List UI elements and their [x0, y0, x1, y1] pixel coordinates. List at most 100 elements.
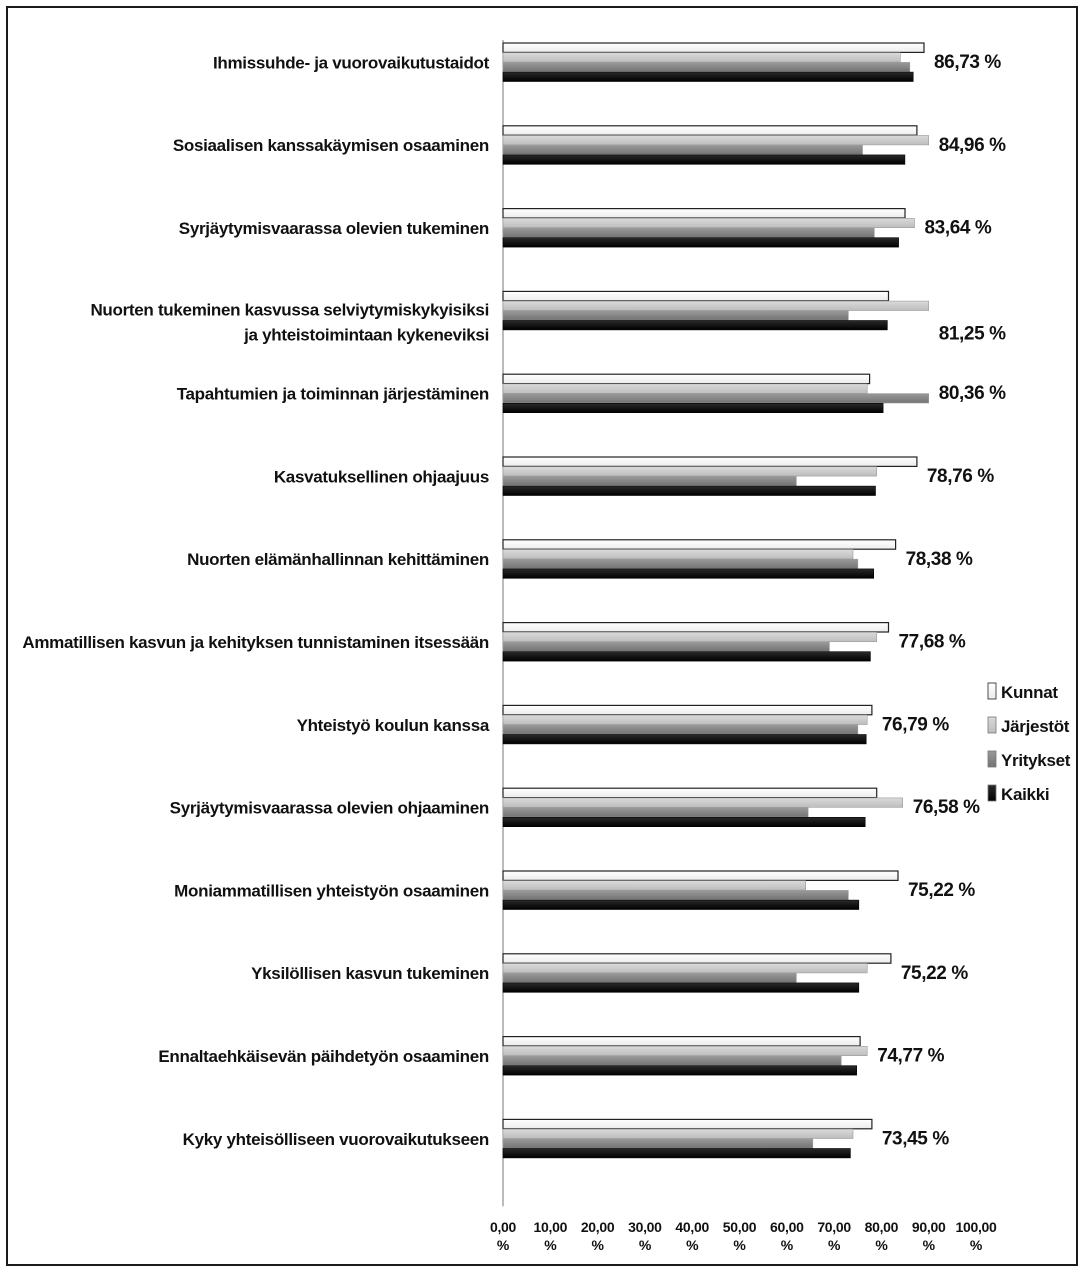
x-tick-value: 80,00 — [865, 1219, 899, 1235]
x-tick-unit: % — [733, 1237, 746, 1253]
bar-kaikki-11 — [502, 982, 860, 993]
category-label: Syrjäytymisvaarassa olevien tukeminen — [179, 219, 489, 238]
bar-kaikki-7 — [502, 651, 871, 662]
legend-label-kunnat: Kunnat — [1001, 683, 1058, 702]
x-tick-label: 30,00% — [628, 1219, 662, 1253]
x-tick-label: 60,00% — [770, 1219, 804, 1253]
x-tick-value: 60,00 — [770, 1219, 804, 1235]
data-label: 78,76 % — [927, 466, 994, 487]
x-tick-unit: % — [592, 1237, 605, 1253]
x-tick-unit: % — [875, 1237, 888, 1253]
category-label: Tapahtumien ja toiminnan järjestäminen — [177, 385, 489, 404]
x-tick-unit: % — [639, 1237, 652, 1253]
x-tick-value: 50,00 — [723, 1219, 757, 1235]
x-tick-label: 90,00% — [912, 1219, 946, 1253]
category-label: Yksilöllisen kasvun tukeminen — [251, 964, 489, 983]
bar-yritykset-9 — [502, 807, 809, 818]
legend-label-kaikki: Kaikki — [1001, 785, 1049, 804]
data-label: 83,64 % — [925, 218, 992, 239]
bar-kunnat-0 — [502, 42, 925, 53]
data-label: 76,79 % — [882, 714, 949, 735]
data-label: 75,22 % — [908, 880, 975, 901]
category-label-line: Yhteistyö koulun kanssa — [297, 716, 490, 735]
bar-kaikki-13 — [502, 1148, 851, 1159]
bar-kunnat-3 — [502, 290, 890, 302]
bar-järjestöt-6 — [502, 549, 854, 560]
bar-kaikki-12 — [502, 1065, 858, 1076]
bars — [502, 42, 930, 1159]
category-label-line: Kyky yhteisölliseen vuorovaikutukseen — [183, 1130, 489, 1149]
x-tick-label: 70,00% — [817, 1219, 851, 1253]
bar-kaikki-6 — [502, 568, 875, 579]
bar-yritykset-0 — [502, 62, 911, 73]
labels: Ihmissuhde- ja vuorovaikutustaidot 86,73 … — [22, 52, 1006, 1149]
x-tick-value: 40,00 — [675, 1219, 709, 1235]
bar-kunnat-10 — [502, 870, 899, 881]
legend-swatch-yritykset — [987, 750, 997, 768]
x-tick-label: 80,00% — [865, 1219, 899, 1253]
x-tick-value: 20,00 — [581, 1219, 615, 1235]
x-tick-value: 70,00 — [817, 1219, 851, 1235]
bar-kaikki-8 — [502, 734, 867, 745]
bar-kunnat-13 — [502, 1118, 873, 1130]
category-label: Yhteistyö koulun kanssa — [297, 716, 490, 735]
bar-kunnat-4 — [502, 373, 871, 385]
bar-kaikki-1 — [502, 154, 906, 165]
bar-järjestöt-1 — [502, 135, 930, 146]
category-label-line: Syrjäytymisvaarassa olevien tukeminen — [179, 219, 489, 238]
bar-järjestöt-2 — [502, 218, 915, 229]
bar-yritykset-2 — [502, 227, 875, 238]
bar-kunnat-1 — [502, 125, 918, 136]
bar-kunnat-8 — [502, 704, 873, 716]
x-tick-unit: % — [781, 1237, 794, 1253]
bar-kaikki-5 — [502, 485, 876, 496]
bar-kaikki-4 — [502, 402, 884, 413]
x-tick-label: 100,00% — [955, 1219, 997, 1253]
bar-kaikki-2 — [502, 237, 899, 248]
category-label-line: Ammatillisen kasvun ja kehityksen tunnis… — [22, 633, 489, 652]
bar-yritykset-1 — [502, 144, 863, 155]
data-label: 86,73 % — [934, 52, 1001, 73]
category-label: Kyky yhteisölliseen vuorovaikutukseen — [183, 1130, 489, 1149]
category-label-line: Moniammatillisen yhteistyön osaaminen — [174, 881, 489, 900]
bar-järjestöt-11 — [502, 963, 868, 974]
x-tick-label: 20,00% — [581, 1219, 615, 1253]
bar-yritykset-11 — [502, 972, 797, 983]
x-tick-value: 100,00 — [955, 1219, 997, 1235]
category-label-line: Nuorten tukeminen kasvussa selviytymisky… — [90, 300, 489, 319]
legend-label-yritykset: Yritykset — [1001, 751, 1071, 770]
data-label: 77,68 % — [899, 632, 966, 653]
category-label: Syrjäytymisvaarassa olevien ohjaaminen — [170, 799, 489, 818]
bar-kaikki-3 — [502, 320, 888, 331]
bar-yritykset-6 — [502, 558, 859, 569]
data-label: 81,25 % — [939, 323, 1006, 344]
bar-kaikki-10 — [502, 899, 860, 910]
x-tick-unit: % — [970, 1237, 983, 1253]
bar-kunnat-12 — [502, 1035, 861, 1047]
legend-label-järjestöt: Järjestöt — [1001, 717, 1070, 736]
bar-kunnat-6 — [502, 539, 897, 550]
x-tick-label: 50,00% — [723, 1219, 757, 1253]
x-tick-label: 10,00% — [534, 1219, 568, 1253]
legend: Kunnat Järjestöt Yritykset Kaikki — [987, 682, 1071, 804]
bar-kaikki-0 — [502, 71, 914, 82]
bar-järjestöt-7 — [502, 631, 878, 642]
bar-järjestöt-13 — [502, 1128, 854, 1139]
legend-swatch-kaikki — [987, 784, 997, 802]
category-label: Sosiaalisen kanssakäymisen osaaminen — [173, 136, 489, 155]
x-tick-unit: % — [544, 1237, 557, 1253]
bar-kunnat-5 — [502, 456, 918, 467]
data-label: 73,45 % — [882, 1128, 949, 1149]
bar-järjestöt-9 — [502, 797, 904, 808]
x-tick-value: 90,00 — [912, 1219, 946, 1235]
category-label: Moniammatillisen yhteistyön osaaminen — [174, 881, 489, 900]
x-tick-unit: % — [497, 1237, 510, 1253]
bar-yritykset-13 — [502, 1138, 814, 1149]
x-tick-value: 0,00 — [490, 1219, 517, 1235]
category-label: Ennaltaehkäisevän päihdetyön osaaminen — [158, 1047, 489, 1066]
bar-kunnat-7 — [502, 621, 890, 633]
bar-järjestöt-4 — [502, 383, 868, 394]
x-tick-label: 40,00% — [675, 1219, 709, 1253]
bar-järjestöt-12 — [502, 1046, 868, 1057]
